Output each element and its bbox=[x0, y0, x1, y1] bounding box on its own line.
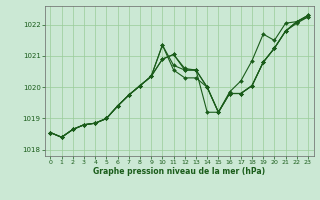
X-axis label: Graphe pression niveau de la mer (hPa): Graphe pression niveau de la mer (hPa) bbox=[93, 167, 265, 176]
